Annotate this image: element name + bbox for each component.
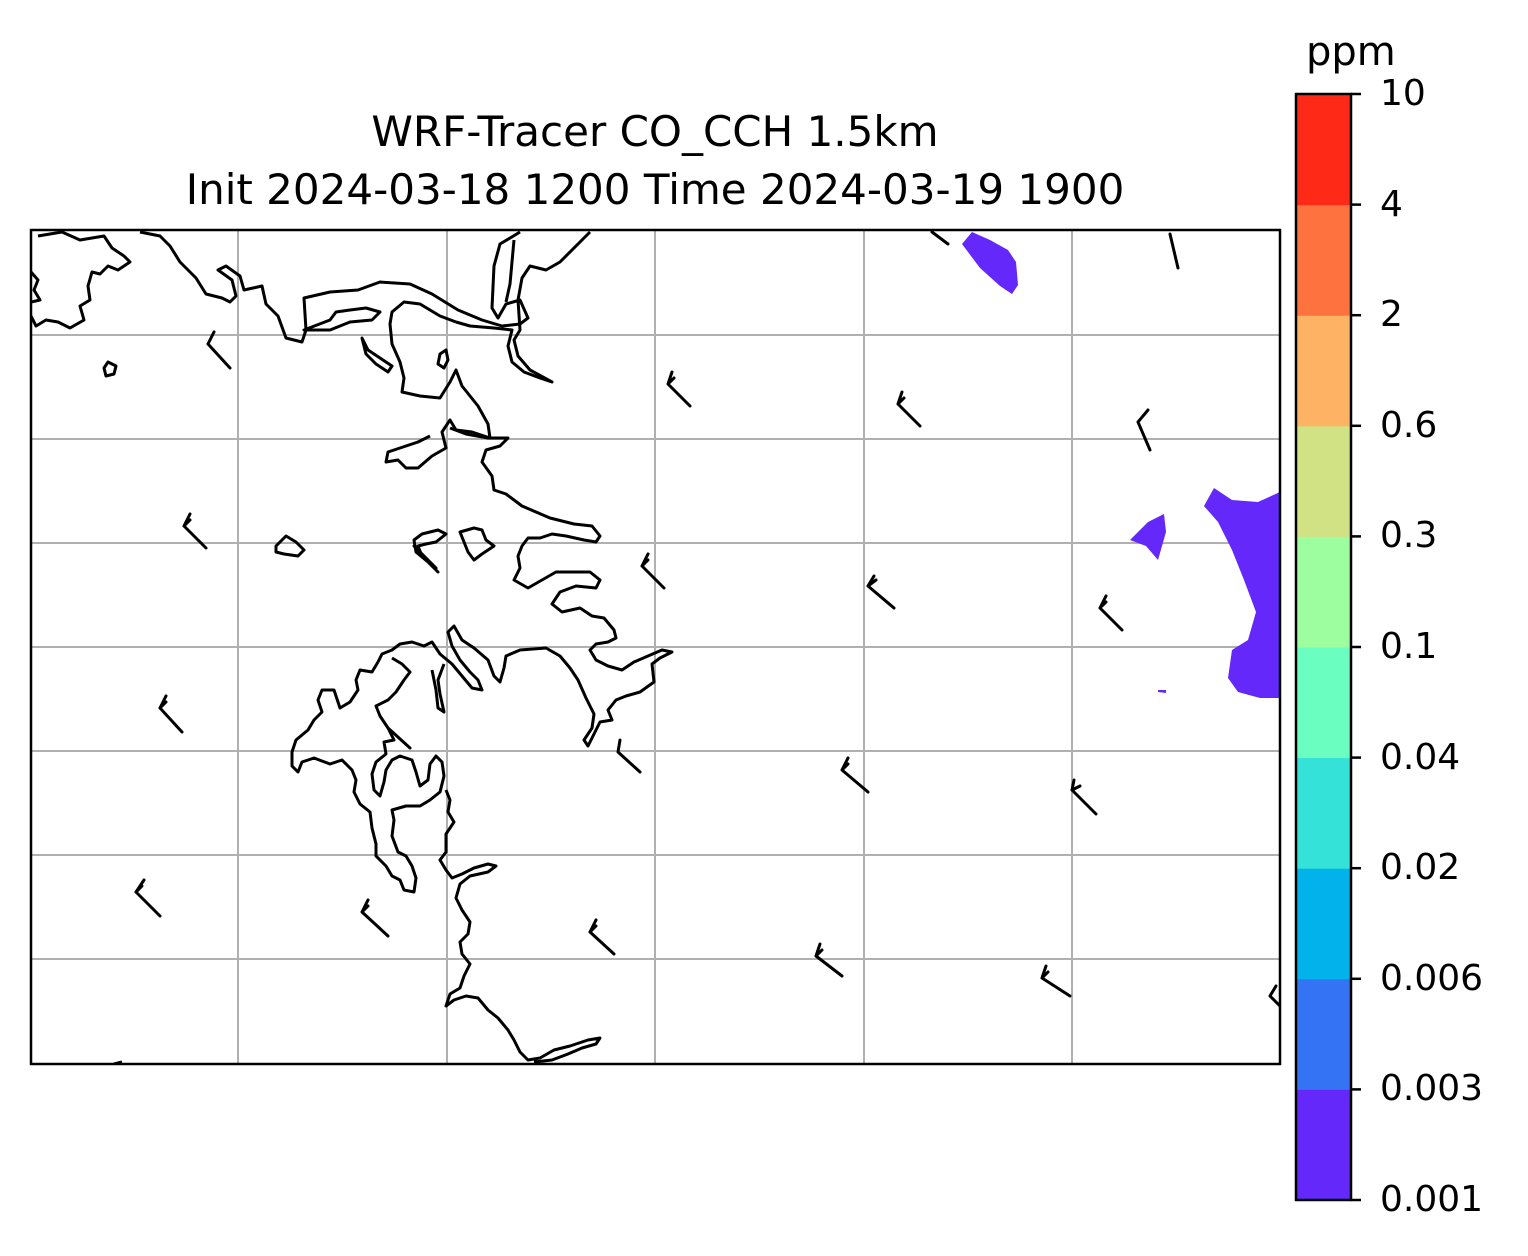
colorbar-tick-label: 0.6: [1380, 404, 1438, 446]
colorbar-tick-label: 0.003: [1380, 1068, 1484, 1110]
coastline: [360, 336, 394, 374]
coastline: [438, 789, 602, 1064]
wind-barb: [588, 918, 616, 956]
coastline: [102, 360, 118, 378]
colorbar-tick-label: 0.006: [1380, 957, 1484, 999]
coastline: [455, 230, 592, 384]
tracer-region-small: [1130, 514, 1166, 560]
tracer-contours: [962, 232, 1280, 698]
wind-barbs: [134, 230, 1280, 1008]
map-subtitle: Init 2024-03-18 1200 Time 2024-03-19 190…: [185, 165, 1125, 214]
colorbar-tick-label: 2: [1380, 294, 1403, 336]
wind-barb: [1070, 778, 1098, 816]
colorbar-segment: [1296, 425, 1351, 537]
colorbar-segment: [1296, 94, 1351, 206]
map-plot-area: [31, 230, 1280, 1064]
colorbar: [1294, 92, 1361, 1202]
colorbar-tick-label: 0.3: [1380, 515, 1438, 557]
map-title: WRF-Tracer CO_CCH 1.5km: [371, 107, 939, 156]
colorbar-tick-label: 10: [1380, 73, 1426, 114]
wind-barb: [896, 390, 922, 428]
wind-barb: [640, 552, 666, 590]
wind-barb: [616, 738, 642, 774]
tracer-region-east: [1204, 488, 1280, 698]
wind-barb: [1268, 984, 1280, 1008]
wind-barb: [158, 694, 184, 734]
wind-barb: [814, 942, 844, 978]
wind-barb: [386, 726, 412, 750]
coastline: [430, 663, 446, 714]
wind-barb: [666, 370, 692, 408]
colorbar-tick-label: 0.02: [1380, 847, 1461, 889]
colorbar-unit-label: ppm: [1306, 29, 1396, 75]
colorbar-segment: [1296, 536, 1351, 648]
wind-barb: [930, 230, 950, 246]
coastline: [31, 230, 132, 330]
coastline: [504, 239, 516, 303]
coastline: [139, 230, 530, 344]
colorbar-segment: [1296, 1089, 1351, 1201]
colorbar-tick-label: 0.04: [1380, 736, 1461, 778]
coastline: [302, 306, 382, 332]
wind-barb: [1098, 594, 1124, 632]
coastline: [376, 426, 674, 748]
wind-barb: [134, 878, 162, 918]
wind-barb: [1136, 408, 1152, 452]
colorbar-segment: [1296, 647, 1351, 759]
colorbar-segment: [1296, 315, 1351, 427]
colorbar-tick-label: 0.1: [1380, 626, 1438, 667]
colorbar-segment: [1296, 204, 1351, 316]
wind-barb: [1168, 232, 1180, 270]
coastline: [274, 534, 306, 558]
coastline: [31, 271, 42, 304]
coastlines: [31, 230, 674, 1064]
coastline: [458, 526, 496, 562]
colorbar-tick-label: 4: [1380, 183, 1403, 225]
colorbar-segment: [1296, 868, 1351, 980]
coastline: [436, 348, 450, 370]
wind-barb: [412, 544, 438, 570]
colorbar-segment: [1296, 757, 1351, 869]
wind-barb: [866, 574, 896, 610]
wind-barb: [1040, 964, 1072, 998]
coastline: [290, 656, 446, 894]
tracer-region-north: [962, 232, 1018, 294]
tracer-region-dot: [1158, 690, 1166, 693]
wind-barb: [840, 756, 870, 794]
coastline: [384, 300, 492, 470]
gridlines: [31, 230, 1280, 1064]
wind-barb: [360, 898, 390, 938]
colorbar-segment: [1296, 978, 1351, 1090]
wind-barb: [206, 330, 232, 370]
wind-barb: [182, 512, 208, 550]
colorbar-tick-label: 0.001: [1380, 1179, 1484, 1220]
map-frame: [29, 228, 1282, 1066]
